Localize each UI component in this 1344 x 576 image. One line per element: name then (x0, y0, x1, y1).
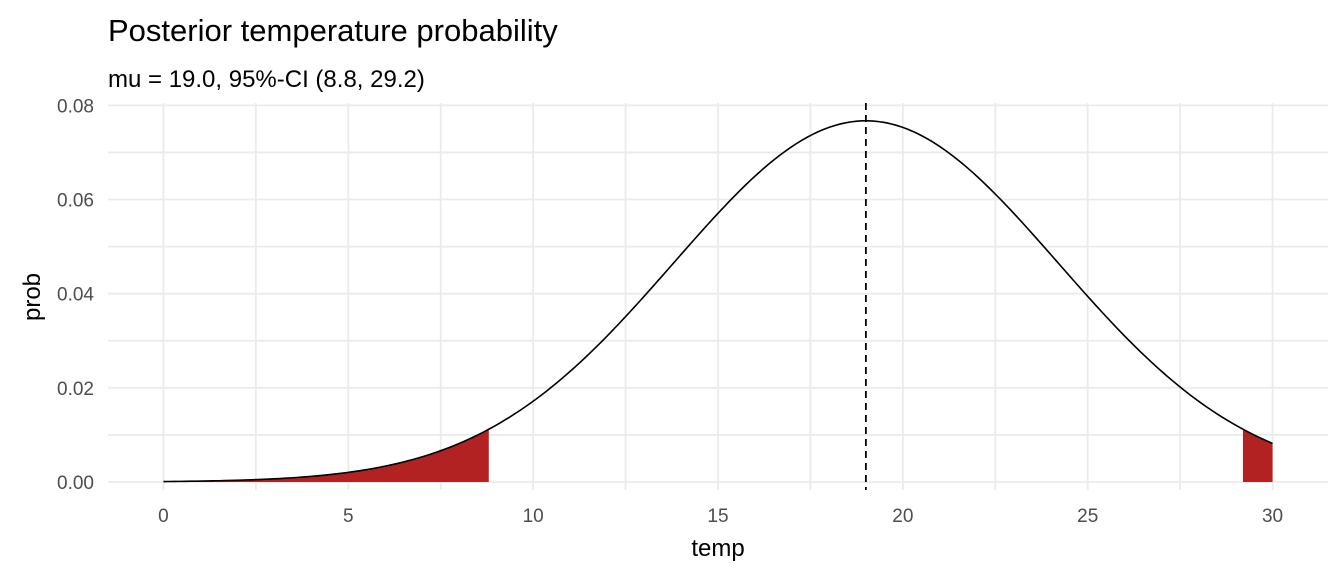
y-axis-title: prob (19, 273, 46, 321)
shaded-tails (163, 429, 1273, 482)
x-axis-title: temp (691, 535, 744, 562)
x-tick-label: 10 (523, 506, 544, 527)
x-axis-ticks: 0 5 10 15 20 25 30 (158, 506, 1283, 527)
y-tick-label: 0.04 (57, 285, 94, 306)
y-axis-ticks: 0.00 0.02 0.04 0.06 0.08 (57, 96, 94, 494)
y-tick-label: 0.06 (57, 191, 94, 212)
lower-tail-area (163, 429, 489, 482)
chart-title: Posterior temperature probability (108, 13, 558, 48)
x-tick-label: 20 (892, 506, 913, 527)
upper-tail-area (1242, 429, 1273, 482)
x-tick-label: 25 (1077, 506, 1098, 527)
x-tick-label: 0 (158, 506, 169, 527)
y-tick-label: 0.02 (57, 379, 94, 400)
y-tick-label: 0.00 (57, 473, 94, 494)
x-tick-label: 15 (707, 506, 728, 527)
chart-subtitle: mu = 19.0, 95%-CI (8.8, 29.2) (108, 66, 425, 93)
density-curve-layer (163, 120, 1273, 483)
density-curve (163, 120, 1273, 483)
gridlines (108, 103, 1328, 490)
x-tick-label: 5 (343, 506, 354, 527)
x-tick-label: 30 (1262, 506, 1283, 527)
y-tick-label: 0.08 (57, 96, 94, 117)
